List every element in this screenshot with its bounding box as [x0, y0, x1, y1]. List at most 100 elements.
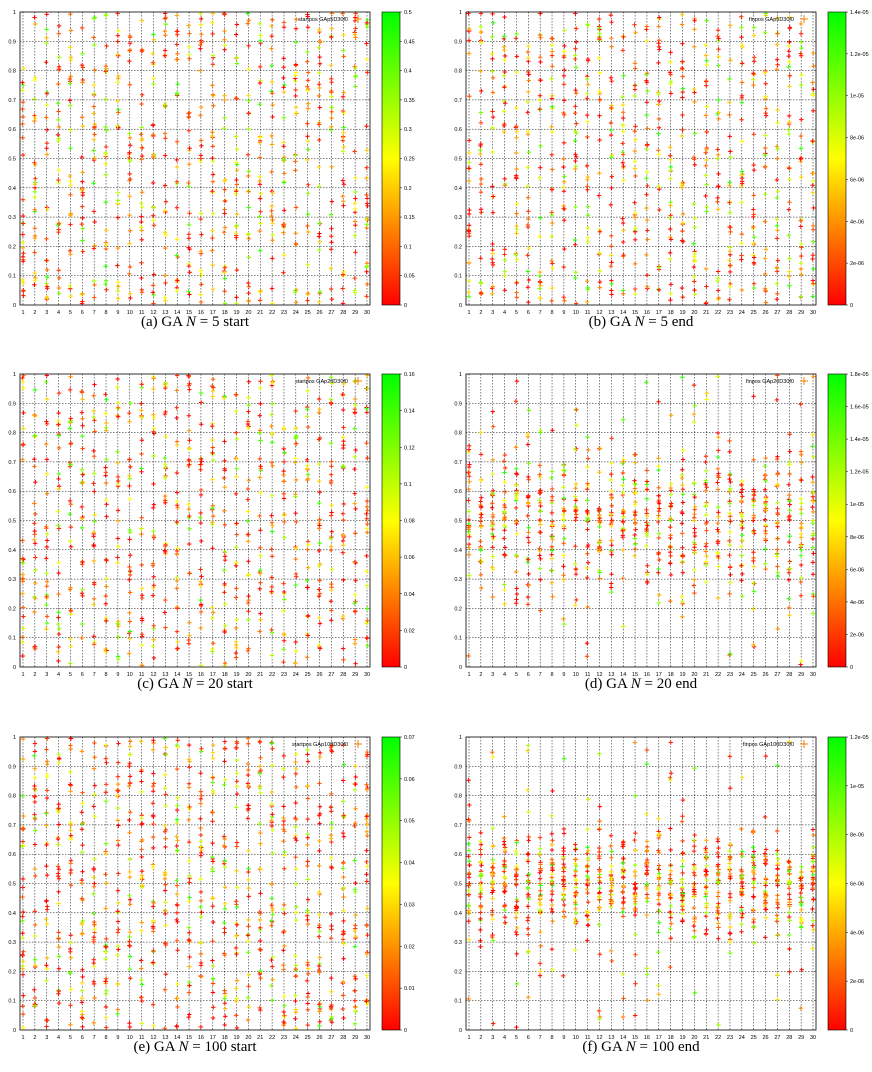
- y-tick-label: 0.6: [454, 852, 462, 858]
- panel-caption: (a) GA N = 5 start: [20, 314, 370, 331]
- caption-variable: N: [186, 314, 196, 330]
- colorbar-tick-label: 0.1: [404, 482, 412, 488]
- colorbar-tick-label: 0: [850, 303, 853, 309]
- caption-variable: N: [634, 314, 644, 330]
- colorbar-tick-label: 0.35: [404, 98, 415, 104]
- y-tick-label: 0.9: [454, 39, 462, 45]
- y-tick-label: 0.5: [8, 519, 16, 525]
- colorbar-tick-label: 0.08: [404, 519, 415, 525]
- y-tick-label: 0: [459, 1028, 462, 1034]
- y-tick-label: 0.3: [8, 577, 16, 583]
- y-tick-label: 0.4: [454, 186, 462, 192]
- caption-prefix: (e) GA: [133, 1039, 178, 1055]
- colorbar-tick-label: 0.15: [404, 215, 415, 221]
- colorbar-tick-label: 0.45: [404, 39, 415, 45]
- y-tick-label: 0.5: [454, 519, 462, 525]
- colorbar-tick-label: 0: [404, 303, 407, 309]
- colorbar-tick-label: 0.02: [404, 944, 415, 950]
- panel-caption: (b) GA N = 5 end: [466, 314, 816, 331]
- y-tick-label: 0.2: [8, 606, 16, 612]
- colorbar-tick-label: 1.2e-05: [850, 52, 869, 58]
- y-tick-label: 0.1: [454, 636, 462, 642]
- y-tick-label: 0.8: [8, 431, 16, 437]
- caption-prefix: (d) GA: [585, 676, 631, 692]
- y-tick-label: 0.6: [8, 852, 16, 858]
- colorbar-tick-label: 0.06: [404, 555, 415, 561]
- y-tick-label: 0.4: [8, 548, 16, 554]
- colorbar-tick-label: 0.04: [404, 861, 415, 867]
- colorbar-tick-label: 0.06: [404, 777, 415, 783]
- legend-label: finpos GAp5D30f0: [749, 17, 794, 23]
- y-tick-label: 0.9: [8, 401, 16, 407]
- colorbar-tick-label: 0.1: [404, 244, 412, 250]
- colorbar: [382, 12, 400, 305]
- caption-suffix: = 100 start: [188, 1039, 256, 1055]
- legend-label: finpos GAp20D30f0: [746, 379, 794, 385]
- y-tick-label: 0.1: [8, 274, 16, 280]
- colorbar-tick-label: 0: [404, 665, 407, 671]
- colorbar-tick-label: 0.3: [404, 127, 412, 133]
- legend-label: startpos GAp5D30f0: [298, 17, 348, 23]
- y-tick-label: 1: [459, 735, 462, 741]
- panel-caption: (d) GA N = 20 end: [466, 676, 816, 693]
- y-tick-label: 0.9: [8, 764, 16, 770]
- colorbar-tick-label: 1.4e-05: [850, 10, 869, 16]
- y-tick-label: 0.1: [454, 999, 462, 1005]
- y-tick-label: 0.9: [454, 764, 462, 770]
- y-tick-label: 0.3: [454, 215, 462, 221]
- y-tick-label: 0.5: [454, 882, 462, 888]
- colorbar-tick-label: 2e-06: [850, 261, 864, 267]
- y-tick-label: 0.7: [454, 98, 462, 104]
- colorbar-tick-label: 0.5: [404, 10, 412, 16]
- colorbar-tick-label: 1.4e-05: [850, 437, 869, 443]
- y-tick-label: 0.7: [454, 460, 462, 466]
- caption-variable: N: [631, 676, 641, 692]
- y-tick-label: 0: [13, 303, 16, 309]
- y-tick-label: 0.7: [8, 98, 16, 104]
- colorbar-tick-label: 0.2: [404, 186, 412, 192]
- colorbar-tick-label: 0.01: [404, 986, 415, 992]
- caption-prefix: (c) GA: [137, 676, 182, 692]
- colorbar-tick-label: 2e-06: [850, 632, 864, 638]
- colorbar-tick-label: 8e-06: [850, 136, 864, 142]
- y-tick-label: 0.4: [8, 911, 16, 917]
- legend-label: startpos GAp20D30f0: [295, 379, 348, 385]
- y-tick-label: 0.6: [8, 489, 16, 495]
- y-tick-label: 0.2: [8, 969, 16, 975]
- colorbar-tick-label: 6e-06: [850, 567, 864, 573]
- y-tick-label: 1: [13, 372, 16, 378]
- caption-suffix: = 5 end: [644, 314, 693, 330]
- colorbar-tick-label: 0.16: [404, 372, 415, 378]
- y-tick-label: 0.1: [454, 274, 462, 280]
- colorbar-tick-label: 0.14: [404, 409, 415, 415]
- y-tick-label: 0.8: [8, 794, 16, 800]
- colorbar-tick-label: 0.05: [404, 819, 415, 825]
- colorbar: [382, 737, 400, 1030]
- y-tick-label: 0.8: [454, 69, 462, 75]
- y-tick-label: 0.2: [8, 244, 16, 250]
- y-tick-label: 0.9: [454, 401, 462, 407]
- y-tick-label: 0.3: [8, 215, 16, 221]
- y-tick-label: 0.3: [454, 577, 462, 583]
- colorbar-tick-label: 1.6e-05: [850, 405, 869, 411]
- y-tick-label: 0.7: [8, 460, 16, 466]
- y-tick-label: 0.6: [454, 489, 462, 495]
- colorbar-tick-label: 0.25: [404, 157, 415, 163]
- colorbar-tick-label: 1.8e-05: [850, 372, 869, 378]
- colorbar-tick-label: 0.07: [404, 735, 415, 741]
- colorbar-tick-label: 0.4: [404, 69, 412, 75]
- colorbar-tick-label: 4e-06: [850, 219, 864, 225]
- colorbar-tick-label: 0.12: [404, 445, 415, 451]
- y-tick-label: 0.3: [454, 940, 462, 946]
- y-tick-label: 0.1: [8, 636, 16, 642]
- colorbar: [382, 374, 400, 667]
